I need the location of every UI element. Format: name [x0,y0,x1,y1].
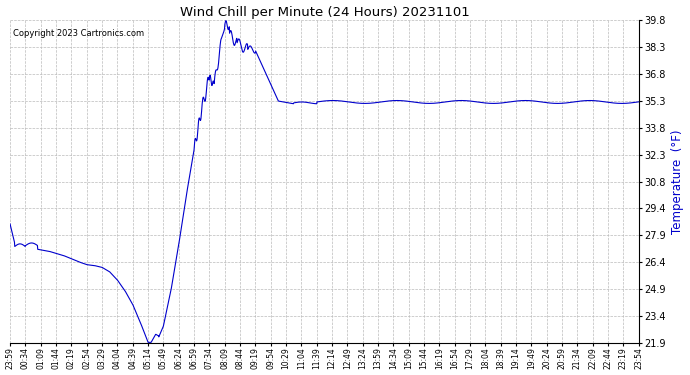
Y-axis label: Temperature  (°F): Temperature (°F) [671,129,684,234]
Title: Wind Chill per Minute (24 Hours) 20231101: Wind Chill per Minute (24 Hours) 2023110… [179,6,469,18]
Text: Copyright 2023 Cartronics.com: Copyright 2023 Cartronics.com [13,29,144,38]
